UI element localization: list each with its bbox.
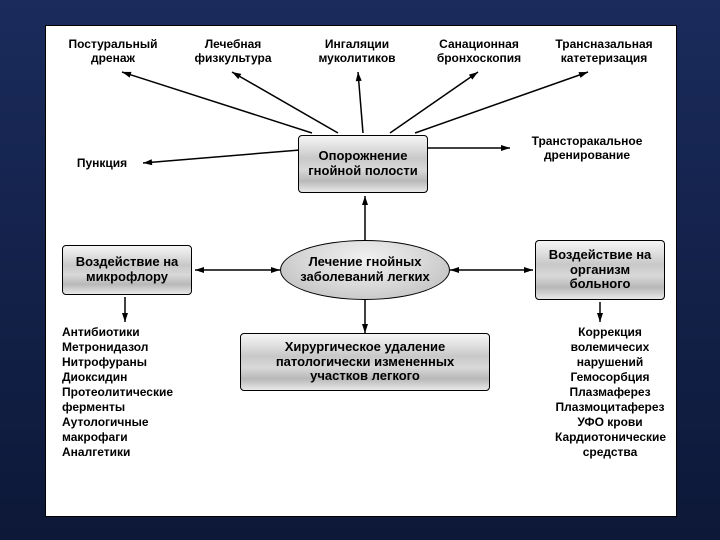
list-item: Аутологичные xyxy=(62,415,173,430)
label-puncture: Пункция xyxy=(62,157,142,171)
list-item: УФО крови xyxy=(555,415,665,430)
list-item: Плазмаферез xyxy=(555,385,665,400)
node-top-text: Опорожнение гнойной полости xyxy=(305,149,421,179)
node-bottom: Хирургическое удаление патологически изм… xyxy=(240,333,490,391)
node-left: Воздействие на микрофлору xyxy=(62,245,192,295)
slide-root: Лечение гнойных заболеваний легких Опоро… xyxy=(0,0,720,540)
node-left-text: Воздействие на микрофлору xyxy=(69,255,185,285)
node-center: Лечение гнойных заболеваний легких xyxy=(280,240,450,300)
list-item: Протеолитические xyxy=(62,385,173,400)
list-item: макрофаги xyxy=(62,430,173,445)
list-item: Аналгетики xyxy=(62,445,173,460)
list-item: Метронидазол xyxy=(62,340,173,355)
list-item: Кардиотонические xyxy=(555,430,665,445)
node-right-text: Воздействие на организм больного xyxy=(542,248,658,293)
node-top: Опорожнение гнойной полости xyxy=(298,135,428,193)
label-transthoracic-drainage: Трансторакальное дренирование xyxy=(512,135,662,163)
label-mucolytic-inhalation: Ингаляции муколитиков xyxy=(302,38,412,66)
label-postural-drainage: Постуральный дренаж xyxy=(58,38,168,66)
node-center-text: Лечение гнойных заболеваний легких xyxy=(291,255,439,285)
list-item: Коррекция xyxy=(555,325,665,340)
left-drug-list: АнтибиотикиМетронидазолНитрофураныДиокси… xyxy=(62,325,173,460)
list-item: волемичесих xyxy=(555,340,665,355)
list-item: Антибиотики xyxy=(62,325,173,340)
node-bottom-text: Хирургическое удаление патологически изм… xyxy=(247,340,483,385)
list-item: Нитрофураны xyxy=(62,355,173,370)
label-sanation-bronchoscopy: Санационная бронхоскопия xyxy=(424,38,534,66)
label-transnasal-catheter: Трансназальная катетеризация xyxy=(544,38,664,66)
list-item: Диоксидин xyxy=(62,370,173,385)
list-item: Плазмоцитаферез xyxy=(555,400,665,415)
list-item: средства xyxy=(555,445,665,460)
right-treatment-list: КоррекцияволемичесихнарушенийГемосорбция… xyxy=(555,325,665,460)
node-right: Воздействие на организм больного xyxy=(535,240,665,300)
list-item: Гемосорбция xyxy=(555,370,665,385)
list-item: ферменты xyxy=(62,400,173,415)
list-item: нарушений xyxy=(555,355,665,370)
label-exercise-therapy: Лечебная физкультура xyxy=(178,38,288,66)
